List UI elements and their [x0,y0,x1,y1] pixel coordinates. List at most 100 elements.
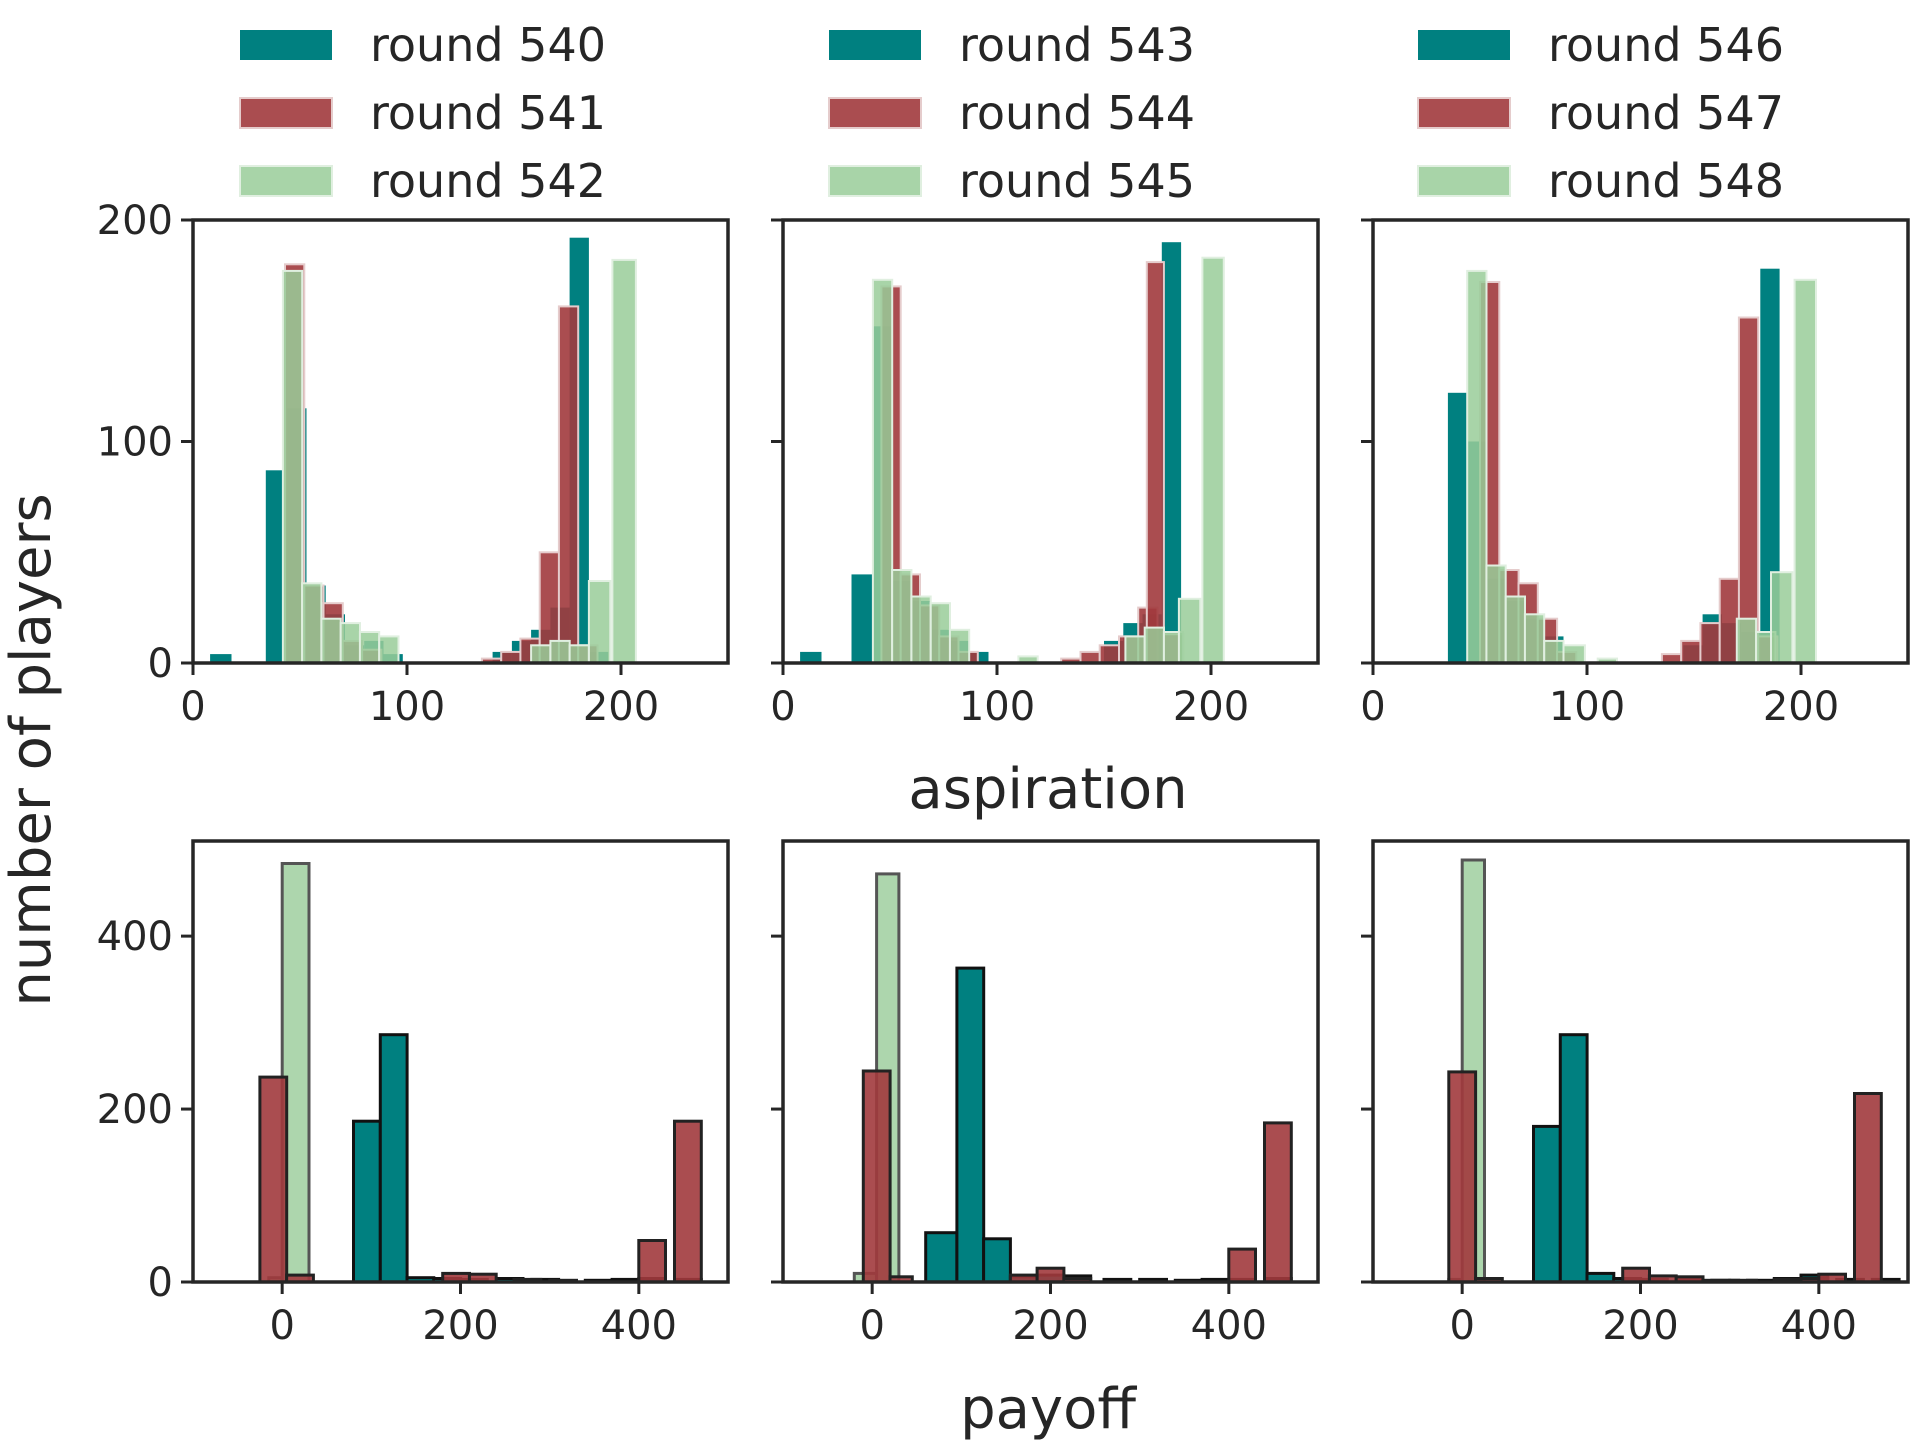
y-tick-label: 400 [97,914,173,960]
legend-swatch [239,165,333,197]
histogram-bar [851,574,873,663]
x-tick-label: 100 [959,684,1035,730]
histogram-bar [1098,644,1120,663]
x-tick-label: 200 [422,1303,498,1349]
histogram-bar [924,1231,959,1282]
legend-label: round 548 [1548,154,1784,208]
histogram-bar [281,269,304,663]
x-tick-label: 200 [1173,684,1249,730]
x-tick-label: 200 [1763,684,1839,730]
histogram-bar [568,644,590,663]
y-tick-label: 0 [148,1260,173,1306]
x-tick-label: 0 [859,1303,884,1349]
legend-label: round 543 [959,18,1195,72]
bars [1447,268,1817,663]
y-tick-label: 100 [97,420,173,466]
histogram-bar [969,651,989,663]
x-tick-label: 200 [1602,1303,1678,1349]
histogram-bar [891,569,913,663]
histogram-bar [1770,571,1794,663]
x-tick-label: 400 [1781,1303,1857,1349]
panel-bottom-1: 0 200 400 0 200 400 [97,839,730,1349]
histogram-bar [1793,278,1817,663]
histogram-bar [530,644,552,663]
histogram-bar [549,639,571,663]
histogram-bar [258,1075,289,1282]
histogram-bar [861,1069,892,1282]
series-round-544 [861,1069,1293,1282]
bars [852,872,1293,1282]
histogram-bar [1504,595,1526,663]
histogram-bar [587,580,612,663]
legend-swatch [239,97,333,129]
histogram-bar [1485,564,1507,663]
histogram-bar [1447,1070,1478,1282]
histogram-bar [352,1119,382,1282]
bars [258,862,703,1282]
series-round-547 [1447,1070,1883,1282]
x-tick-label: 400 [601,1303,677,1349]
legend-swatch [1417,165,1511,197]
legend-label: round 540 [370,18,606,72]
panel-bottom-3: 0 200 400 [1361,839,1910,1349]
histogram-bar [1737,316,1760,663]
histogram-bar [1558,1033,1589,1282]
histogram-bar [1143,626,1165,663]
panel-top-1: 0 100 200 0 100 200 [97,198,730,730]
histogram-bar [611,258,637,663]
legend-2: round 543 round 544 round 545 [828,18,1195,208]
series-round-543 [924,966,1293,1282]
legend-label: round 545 [959,154,1195,208]
histogram-bar [1145,261,1165,663]
y-tick-label: 200 [97,198,173,244]
histogram-bar [358,631,381,663]
histogram-bar [378,635,400,663]
histogram-bar [1699,622,1721,663]
histogram-bar [1201,256,1225,663]
histogram-bar [210,654,232,663]
x-tick-label: 0 [1360,684,1385,730]
histogram-bar [929,602,952,663]
x-tick-label: 100 [369,684,445,730]
legend-label: round 544 [959,86,1195,140]
histogram-bar [339,622,362,663]
histogram-bar [378,1033,409,1282]
x-tick-label: 0 [1449,1303,1474,1349]
histogram-bar [1177,597,1202,663]
histogram-bar [1621,1266,1651,1282]
legend-label: round 542 [370,154,606,208]
x-tick-label: 200 [1012,1303,1088,1349]
histogram-bar [1680,639,1702,663]
legend-swatch [1417,97,1511,129]
histogram-bar [557,305,580,663]
histogram-bar [1227,1247,1258,1282]
legend-swatch [829,30,921,60]
histogram-bar [910,595,932,663]
legend-swatch [828,165,922,197]
series-round-548 [1466,269,1817,663]
legend-swatch [240,30,332,60]
panel-top-2: 0 100 200 [770,218,1320,730]
histogram-bar [673,1119,703,1282]
x-tick-label: 200 [583,684,659,730]
bottom-x-axis-title: payoff [960,1377,1137,1440]
x-tick-label: 0 [269,1303,294,1349]
legend-label: round 547 [1548,86,1784,140]
panels: 0 100 200 0 100 200 0 100 200 0 100 200 0 200 400 0 200 4… [97,198,1910,1349]
legend-swatch [828,97,922,129]
histogram-bar [1124,635,1146,663]
legend-label: round 541 [370,86,606,140]
histogram-bar [1161,242,1182,663]
histogram-bar [1760,268,1780,663]
y-tick-label: 200 [97,1087,173,1133]
series-round-541 [258,1075,703,1282]
series-round-543 [800,242,1182,663]
histogram-bar [982,1237,1012,1282]
legend-label: round 546 [1548,18,1784,72]
series-round-541 [284,263,599,663]
histogram-bar [800,651,822,663]
histogram-bar [1466,269,1488,663]
x-tick-label: 100 [1549,684,1625,730]
panel-bottom-2: 0 200 400 [771,839,1320,1349]
histogram-bar [1543,639,1565,663]
